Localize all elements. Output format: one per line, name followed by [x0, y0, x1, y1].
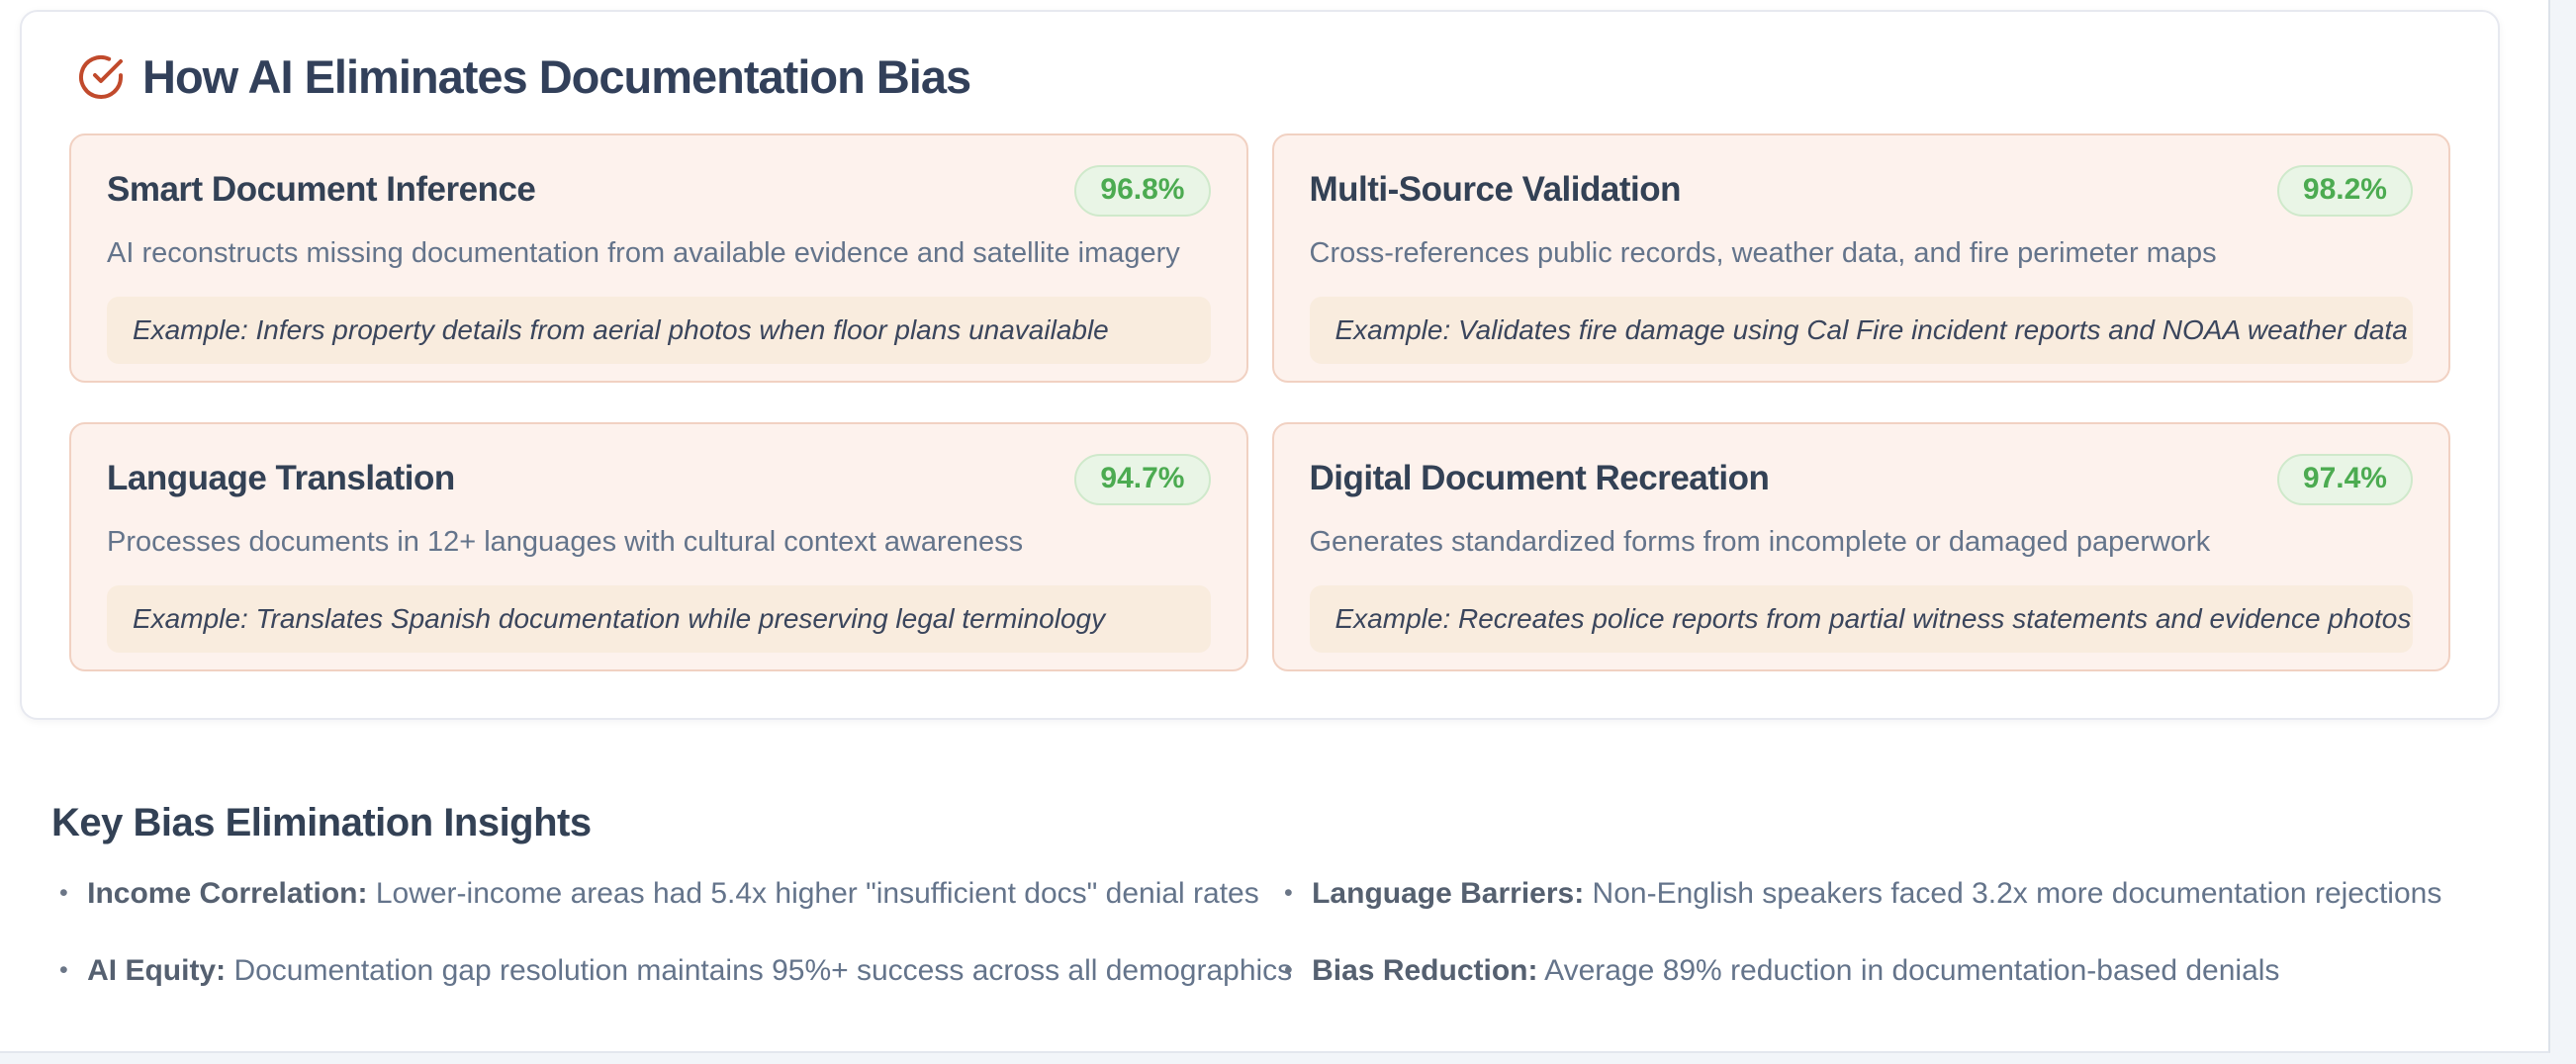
- insight-label: AI Equity:: [87, 953, 227, 987]
- insight-label: Language Barriers:: [1312, 877, 1585, 910]
- method-example: Example: Recreates police reports from p…: [1309, 584, 2413, 654]
- method-example: Example: Validates fire damage using Cal…: [1309, 296, 2413, 365]
- check-circle-icon: [77, 53, 125, 101]
- bullet-icon: •: [59, 955, 68, 984]
- method-name: Digital Document Recreation: [1309, 459, 1770, 497]
- method-example: Example: Translates Spanish documentatio…: [107, 584, 1211, 654]
- bullet-icon: •: [1284, 955, 1293, 984]
- insight-text: Lower-income areas had 5.4x higher "insu…: [375, 877, 1259, 910]
- insight-ai-equity: • AI Equity: Documentation gap resolutio…: [59, 952, 1292, 990]
- bullet-icon: •: [1284, 879, 1293, 907]
- insight-text: Documentation gap resolution maintains 9…: [233, 953, 1293, 987]
- documentation-bias-section: How AI Eliminates Documentation Bias Sma…: [20, 10, 2500, 720]
- page-title: How AI Eliminates Documentation Bias: [142, 50, 971, 103]
- method-card-multi-source-validation: Multi-Source Validation 98.2% Cross-refe…: [1271, 133, 2450, 383]
- method-name: Language Translation: [107, 459, 455, 497]
- methods-grid: Smart Document Inference 96.8% AI recons…: [69, 133, 2450, 671]
- key-insights-section: Key Bias Elimination Insights • Income C…: [51, 801, 2499, 989]
- accuracy-badge: 96.8%: [1074, 165, 1211, 217]
- insight-bias-reduction: • Bias Reduction: Average 89% reduction …: [1284, 952, 2499, 990]
- card-header: Language Translation 94.7%: [107, 454, 1211, 505]
- insight-text: Non-English speakers faced 3.2x more doc…: [1592, 877, 2442, 910]
- insight-label: Bias Reduction:: [1312, 953, 1538, 987]
- method-card-language-translation: Language Translation 94.7% Processes doc…: [69, 422, 1248, 671]
- method-name: Smart Document Inference: [107, 170, 536, 209]
- method-description: Cross-references public records, weather…: [1309, 237, 2217, 269]
- bullet-icon: •: [59, 879, 68, 907]
- card-header: Smart Document Inference 96.8%: [107, 165, 1211, 217]
- accuracy-badge: 97.4%: [2276, 454, 2413, 505]
- method-card-digital-document-recreation: Digital Document Recreation 97.4% Genera…: [1271, 422, 2450, 671]
- method-example: Example: Infers property details from ae…: [107, 296, 1211, 365]
- method-name: Multi-Source Validation: [1309, 170, 1682, 209]
- method-description: Generates standardized forms from incomp…: [1309, 526, 2211, 558]
- content-panel: How AI Eliminates Documentation Bias Sma…: [0, 0, 2550, 1053]
- method-card-smart-document-inference: Smart Document Inference 96.8% AI recons…: [69, 133, 1248, 383]
- insight-language-barriers: • Language Barriers: Non-English speaker…: [1284, 875, 2499, 913]
- insight-text: Average 89% reduction in documentation-b…: [1544, 953, 2280, 987]
- accuracy-badge: 94.7%: [1074, 454, 1211, 505]
- accuracy-badge: 98.2%: [2276, 165, 2413, 217]
- insight-label: Income Correlation:: [87, 877, 368, 910]
- insights-grid: • Income Correlation: Lower-income areas…: [59, 875, 2499, 989]
- section-header: How AI Eliminates Documentation Bias: [77, 49, 2450, 104]
- insight-income-correlation: • Income Correlation: Lower-income areas…: [59, 875, 1284, 913]
- insights-title: Key Bias Elimination Insights: [51, 801, 592, 844]
- card-header: Digital Document Recreation 97.4%: [1309, 454, 2413, 505]
- card-header: Multi-Source Validation 98.2%: [1309, 165, 2413, 217]
- method-description: AI reconstructs missing documentation fr…: [107, 237, 1180, 269]
- method-description: Processes documents in 12+ languages wit…: [107, 526, 1024, 558]
